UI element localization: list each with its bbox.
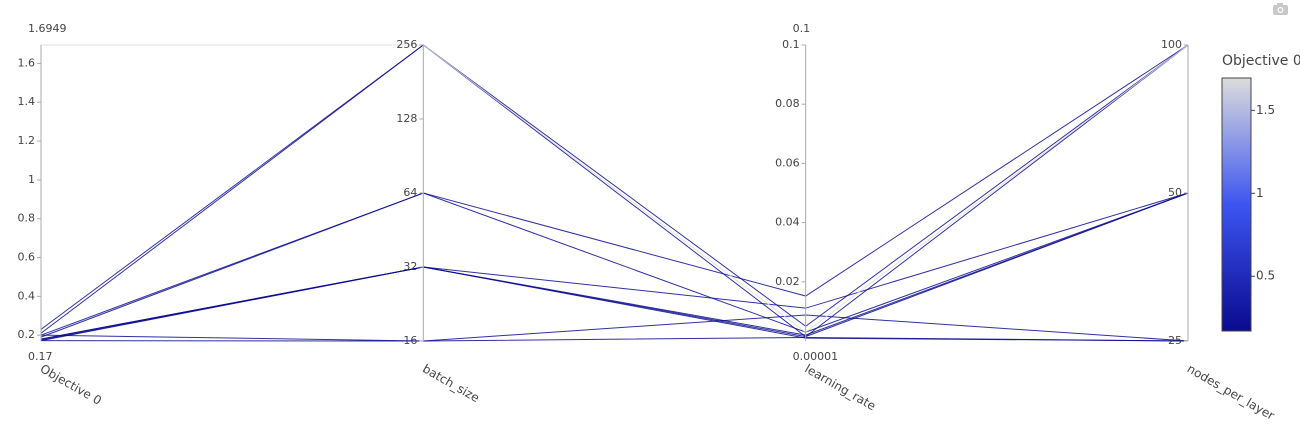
tick-label: 256 — [396, 38, 417, 51]
tick-label: 0.1 — [782, 38, 800, 51]
trial-line — [40, 314, 1189, 342]
axis-title: batch_size — [420, 362, 482, 406]
range-max-label: 1.6949 — [28, 22, 67, 35]
trial-line — [40, 44, 1189, 338]
tick-label: 25 — [1168, 334, 1182, 347]
camera-icon[interactable] — [1273, 3, 1288, 15]
tick-label: 0.4 — [18, 289, 36, 302]
tick-label: 1.2 — [18, 134, 36, 147]
tick-label: 0.04 — [775, 216, 800, 229]
axis-title: nodes_per_layer — [1185, 362, 1277, 423]
trial-line — [40, 44, 1189, 330]
colorbar-tick-label: 1 — [1256, 186, 1264, 200]
trial-line — [40, 192, 1189, 338]
trial-line — [41, 44, 1189, 333]
range-min-label: 0.00001 — [793, 350, 839, 363]
axis-title: Objective 0 — [38, 362, 104, 408]
tick-label: 0.06 — [775, 156, 800, 169]
tick-label: 1.4 — [18, 95, 36, 108]
colorbar — [1221, 77, 1252, 332]
axis-title: learning_rate — [802, 362, 878, 414]
tick-label: 0.08 — [775, 97, 800, 110]
trial-line — [40, 336, 1189, 342]
tick-label: 100 — [1161, 38, 1182, 51]
tick-label: 0.8 — [18, 212, 36, 225]
colorbar-tick-label: 0.5 — [1256, 269, 1275, 283]
colorbar-title: Objective 0 — [1222, 53, 1300, 69]
range-max-label: 0.1 — [793, 22, 811, 35]
trial-line — [40, 266, 1189, 342]
tick-label: 64 — [403, 186, 417, 199]
tick-label: 1.6 — [18, 56, 36, 69]
tick-label: 1 — [28, 173, 35, 186]
lines — [40, 44, 1189, 342]
trial-line — [40, 44, 1189, 336]
trial-line — [40, 192, 1189, 341]
tick-label: 128 — [396, 112, 417, 125]
tick-label: 50 — [1168, 186, 1182, 199]
tick-label: 0.6 — [18, 251, 36, 264]
tick-label: 16 — [403, 334, 417, 347]
tick-label: 0.02 — [775, 275, 800, 288]
trial-line — [40, 192, 1189, 340]
trial-line — [40, 192, 1189, 340]
tick-label: 32 — [403, 260, 417, 273]
colorbar-tick-label: 1.5 — [1256, 103, 1275, 117]
range-min-label: 0.17 — [28, 350, 53, 363]
tick-label: 0.2 — [18, 328, 36, 341]
